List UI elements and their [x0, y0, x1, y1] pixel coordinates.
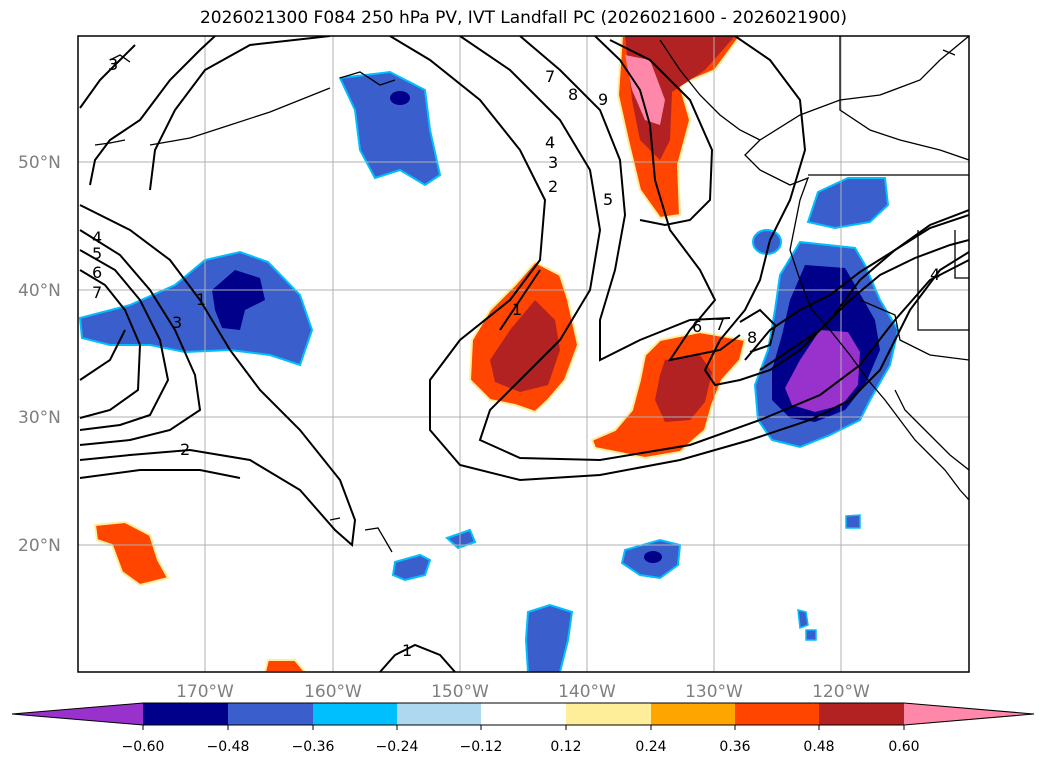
lat-label: 40°N — [18, 281, 61, 301]
contour-label: 3 — [108, 55, 118, 74]
contour-label: 3 — [548, 153, 558, 172]
colorbar-segment — [313, 703, 397, 725]
contour-label: 8 — [568, 85, 578, 104]
colorbar-segment — [397, 703, 481, 725]
colorbar-tick-label: 0.36 — [719, 739, 750, 755]
colorbar-segment — [228, 703, 313, 725]
contour-label: 7 — [545, 67, 555, 86]
contour-label: 4 — [545, 133, 555, 152]
colorbar-segment — [819, 703, 904, 725]
contour-label: 2 — [180, 440, 190, 459]
lon-label: 130°W — [685, 682, 743, 702]
colorbar-tick-label: −0.12 — [460, 739, 503, 755]
colorbar-extend-max — [904, 703, 1034, 725]
lon-label: 170°W — [176, 682, 234, 702]
contour-label: 9 — [598, 90, 608, 109]
contour-label: 4 — [930, 265, 940, 284]
colorbar-tick-label: 0.60 — [888, 739, 919, 755]
colorbar-extend-min — [12, 703, 143, 725]
lat-label: 50°N — [18, 153, 61, 173]
contour-labels: 3 4 5 6 7 1 3 2 7 8 9 4 3 2 5 1 6 7 8 4 … — [92, 55, 940, 660]
contour-label: 5 — [603, 190, 613, 209]
map-frame — [77, 35, 970, 673]
lon-label: 150°W — [431, 682, 489, 702]
colorbar-segment — [566, 703, 651, 725]
colorbar: −0.60 −0.48 −0.36 −0.24 −0.12 0.12 0.24 … — [11, 702, 1035, 755]
colorbar-tick-label: −0.60 — [122, 739, 165, 755]
contour-label: 1 — [402, 641, 412, 660]
colorbar-tick-label: −0.48 — [207, 739, 250, 755]
colorbar-segment — [651, 703, 735, 725]
colorbar-tick-label: −0.24 — [376, 739, 419, 755]
lat-label: 20°N — [18, 536, 61, 556]
gridlines — [78, 36, 969, 672]
colorbar-tick-label: 0.12 — [550, 739, 581, 755]
contour-label: 8 — [747, 328, 757, 347]
contour-label: 1 — [196, 290, 206, 309]
contour-label: 7 — [715, 315, 725, 334]
colorbar-tick-label: −0.36 — [292, 739, 335, 755]
contour-label: 4 — [92, 228, 102, 247]
colorbar-segment — [481, 703, 566, 725]
colorbar-tick-label: 0.48 — [803, 739, 834, 755]
colorbar-tick-label: 0.24 — [635, 739, 666, 755]
colorbar-segment — [143, 703, 228, 725]
latitude-labels: 50°N 40°N 30°N 20°N — [18, 153, 61, 556]
longitude-labels: 170°W 160°W 150°W 140°W 130°W 120°W — [176, 682, 870, 702]
pv-contours — [79, 36, 969, 672]
map-title: 2026021300 F084 250 hPa PV, IVT Landfall… — [199, 8, 847, 28]
contour-label: 7 — [92, 283, 102, 302]
contour-label: 6 — [692, 317, 702, 336]
lon-label: 120°W — [812, 682, 870, 702]
contour-label: 1 — [512, 300, 522, 319]
colorbar-segment — [735, 703, 819, 725]
contour-label: 6 — [92, 263, 102, 282]
coastlines — [94, 36, 969, 553]
lat-label: 30°N — [18, 408, 61, 428]
contour-label: 3 — [172, 313, 182, 332]
contour-label: 2 — [548, 177, 558, 196]
lon-label: 140°W — [558, 682, 616, 702]
lon-label: 160°W — [304, 682, 362, 702]
contour-label: 5 — [92, 244, 102, 263]
